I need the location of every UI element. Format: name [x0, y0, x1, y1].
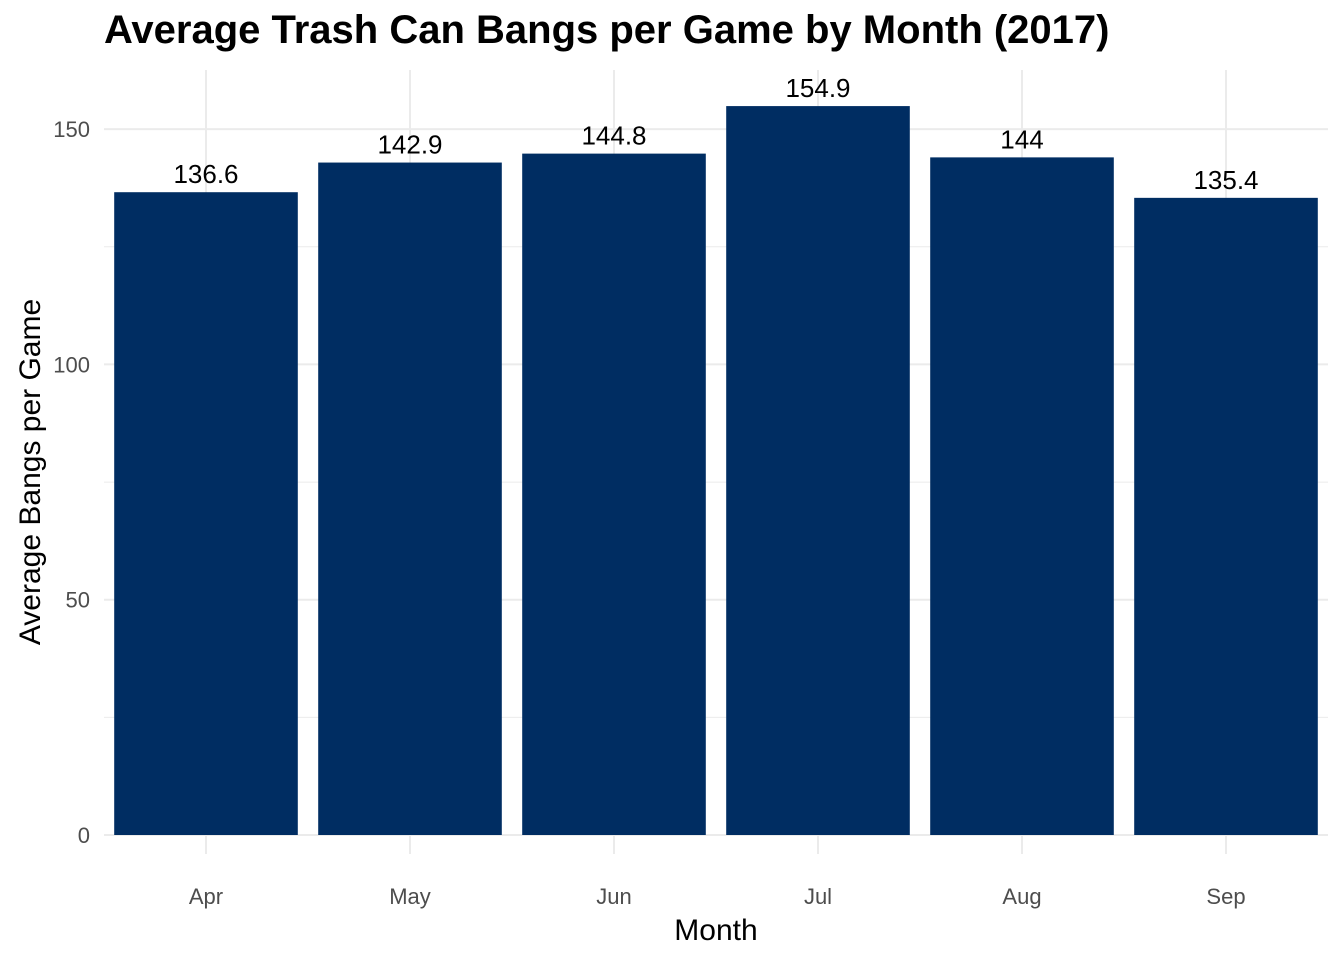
x-tick-label: Apr: [189, 884, 223, 909]
x-tick-labels: Apr May Jun Jul Aug Sep: [189, 884, 1246, 909]
data-label: 136.6: [173, 159, 238, 189]
x-tick-label: Jul: [804, 884, 832, 909]
bar-aug: [930, 157, 1114, 835]
data-label: 154.9: [785, 73, 850, 103]
y-tick-label: 0: [78, 823, 90, 848]
bar-jun: [522, 153, 706, 836]
data-label: 144.8: [581, 121, 646, 151]
x-axis-title: Month: [674, 914, 757, 947]
chart-title: Average Trash Can Bangs per Game by Mont…: [104, 8, 1110, 52]
x-tick-label: Sep: [1206, 884, 1245, 909]
data-label: 135.4: [1193, 165, 1258, 195]
bars: [114, 106, 1318, 836]
bar-sep: [1134, 197, 1318, 836]
data-label: 144: [1000, 124, 1043, 154]
bar-may: [318, 162, 502, 835]
y-tick-label: 150: [53, 117, 90, 142]
x-tick-label: May: [389, 884, 431, 909]
y-axis-title: Average Bangs per Game: [14, 299, 47, 645]
data-labels: 136.6 142.9 144.8 154.9 144 135.4: [173, 73, 1258, 195]
y-tick-labels: 0 50 100 150: [53, 117, 90, 848]
y-tick-label: 50: [66, 588, 90, 613]
minor-gridlines: [104, 246, 1328, 718]
x-tick-label: Jun: [596, 884, 631, 909]
data-label: 142.9: [377, 130, 442, 160]
y-tick-label: 100: [53, 352, 90, 377]
bar-jul: [726, 106, 910, 836]
bar-apr: [114, 192, 298, 835]
x-tick-label: Aug: [1002, 884, 1041, 909]
